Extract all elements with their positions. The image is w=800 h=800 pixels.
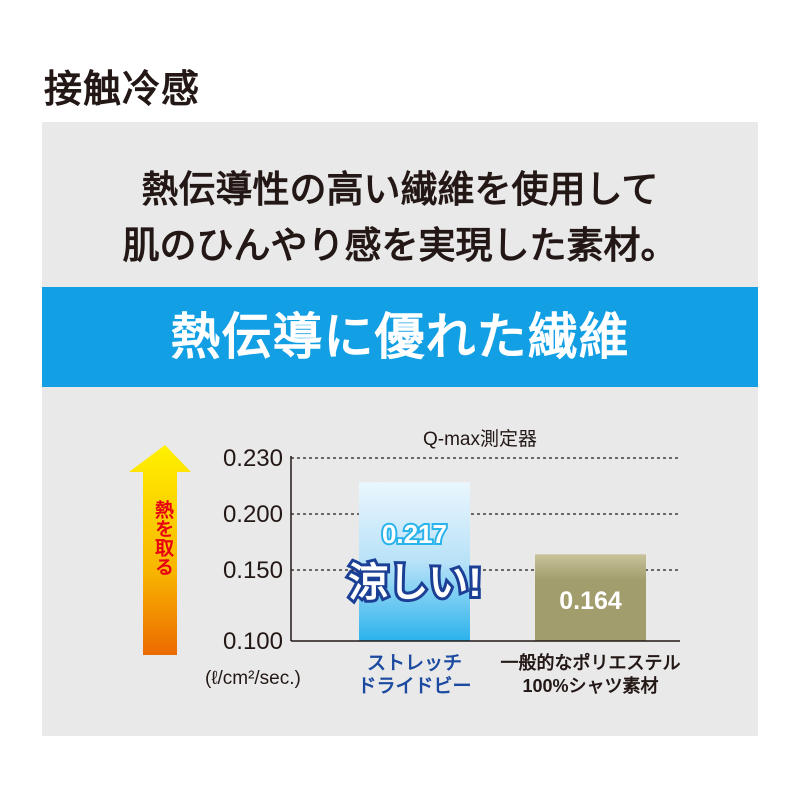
bar-value-label: 0.217: [382, 519, 447, 549]
y-tick-label: 0.230: [223, 445, 283, 472]
banner: 熱伝導に優れた繊維: [42, 287, 758, 387]
lead-line: 肌のひんやり感を実現した素材。: [122, 225, 678, 266]
callout-text: 涼しい!: [348, 561, 481, 605]
y-unit-label: (ℓ/cm²/sec.): [205, 668, 301, 689]
bar-value-label: 0.164: [559, 587, 622, 615]
category-label: ドライドビー: [357, 675, 471, 697]
category-label: ストレッチ: [367, 653, 462, 674]
arrow-label: 熱を取る: [152, 500, 173, 576]
page-title: 接触冷感: [44, 69, 201, 111]
category-label: 100%シャツ素材: [522, 675, 658, 696]
y-tick-label: 0.200: [223, 501, 283, 528]
info-panel: 熱伝導性の高い繊維を使用して 肌のひんやり感を実現した素材。 熱伝導に優れた繊維: [42, 122, 758, 736]
y-tick-label: 0.150: [223, 557, 283, 584]
lead-line: 熱伝導性の高い繊維を使用して: [141, 169, 659, 210]
chart-title: Q-max測定器: [423, 428, 537, 450]
category-label: 一般的なポリエステル: [501, 652, 681, 673]
bar: [535, 554, 646, 641]
y-tick-label: 0.100: [223, 628, 283, 655]
bar: [359, 482, 470, 641]
lead-text: 熱伝導性の高い繊維を使用して 肌のひんやり感を実現した素材。: [42, 162, 758, 274]
heat-arrow-icon: [129, 445, 191, 655]
